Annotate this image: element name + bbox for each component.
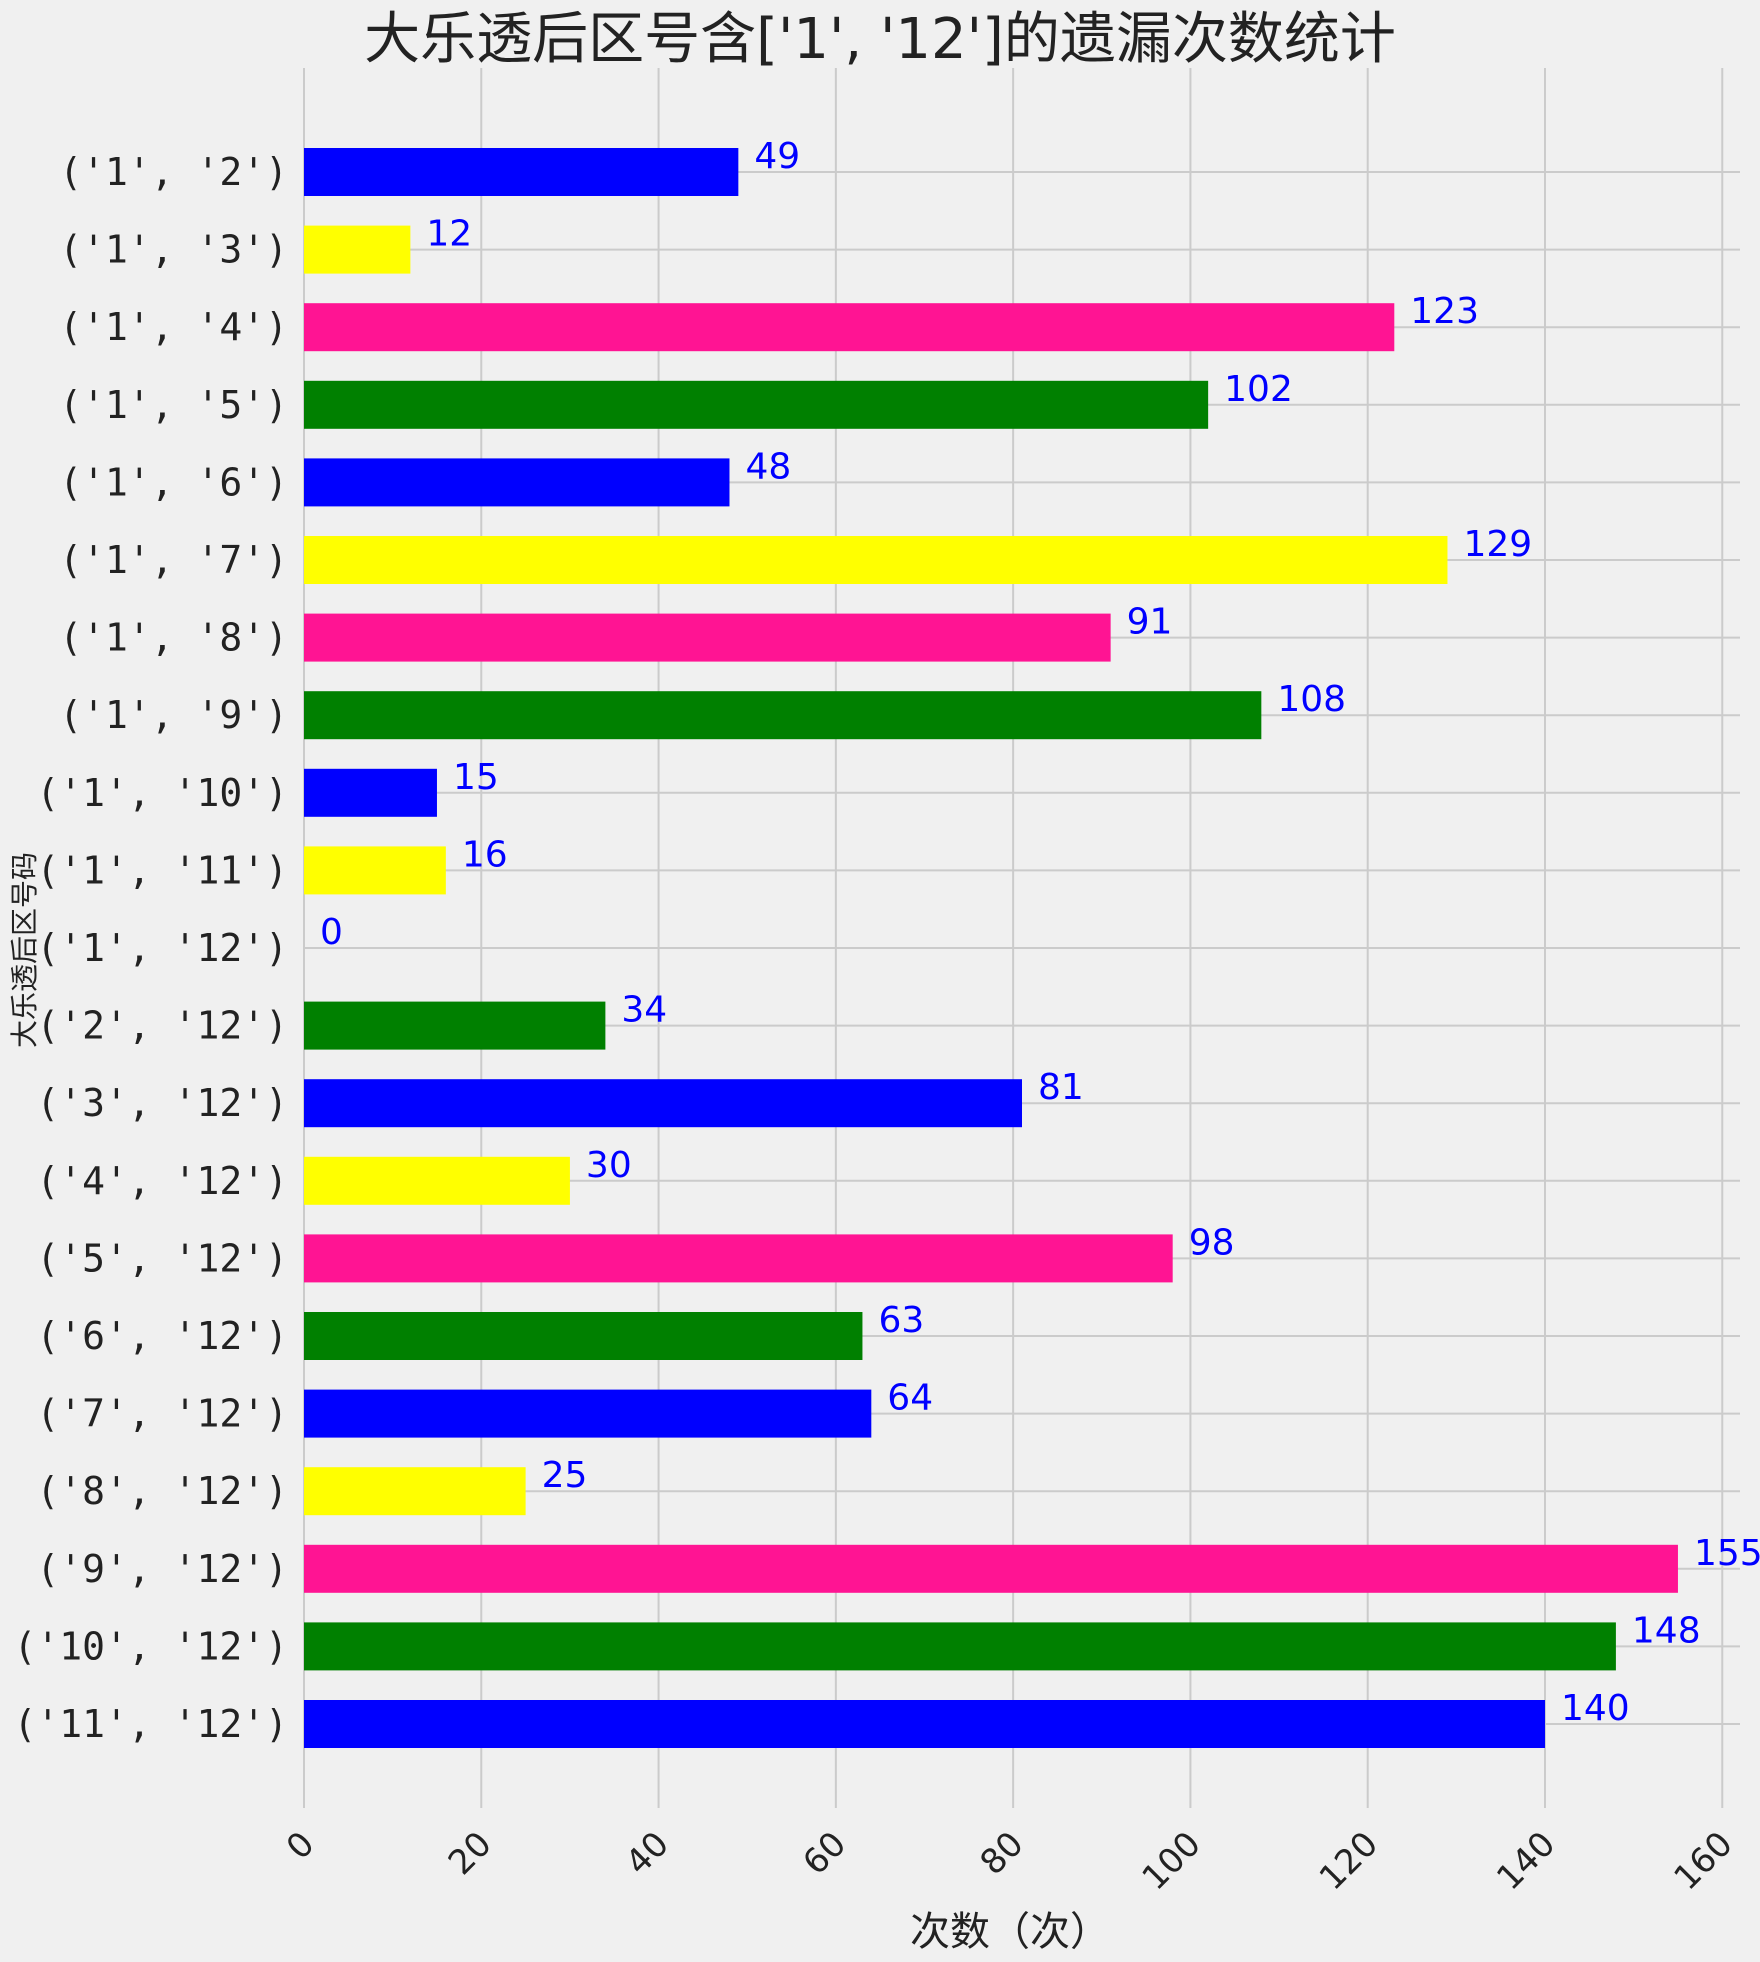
bar (304, 1156, 570, 1205)
value-label: 123 (1410, 291, 1479, 332)
bar (304, 225, 411, 274)
category-label: ('1', '4') (59, 305, 288, 349)
bar (304, 303, 1395, 352)
bar (304, 1622, 1616, 1671)
value-label: 102 (1224, 369, 1293, 410)
value-label: 0 (320, 912, 343, 953)
x-axis-label: 次数（次） (910, 1909, 1110, 1955)
category-label: ('1', '11') (36, 848, 288, 892)
category-label: ('1', '5') (59, 383, 288, 427)
category-label: ('11', '12') (13, 1702, 288, 1746)
value-label: 15 (453, 757, 499, 798)
category-label: ('1', '3') (59, 228, 288, 272)
category-label: ('4', '12') (36, 1159, 288, 1203)
bar (304, 1700, 1545, 1748)
bar (304, 536, 1448, 584)
value-label: 108 (1277, 679, 1346, 720)
value-label: 25 (542, 1455, 588, 1496)
value-label: 48 (745, 446, 791, 487)
bar (304, 380, 1209, 429)
value-label: 16 (462, 834, 508, 875)
bar (304, 148, 739, 196)
category-label: ('7', '12') (36, 1392, 288, 1436)
bar (304, 1312, 863, 1360)
category-label: ('5', '12') (36, 1236, 288, 1280)
bar (304, 1001, 606, 1050)
category-label: ('6', '12') (36, 1314, 288, 1358)
category-label: ('1', '8') (59, 616, 288, 660)
category-label: ('1', '7') (59, 538, 288, 582)
category-label: ('1', '9') (59, 693, 288, 737)
value-label: 30 (586, 1145, 632, 1186)
category-label: ('1', '10') (36, 771, 288, 815)
value-label: 12 (426, 214, 472, 255)
value-label: 91 (1127, 602, 1173, 643)
category-label: ('1', '2') (59, 150, 288, 194)
bar (304, 846, 446, 895)
category-labels: ('1', '2') ('1', '3') ('1', '4') ('1', '5')… (13, 150, 288, 1746)
bars (304, 148, 1678, 1748)
bar (304, 458, 730, 507)
value-label: 155 (1694, 1533, 1760, 1574)
bar (304, 613, 1111, 662)
category-label: ('10', '12') (13, 1624, 288, 1668)
value-label: 34 (621, 990, 667, 1031)
bar (304, 691, 1262, 740)
value-labels: 49 12 123 102 48 129 91 108 15 16 0 34 81 30 98 63 64 25 1… (320, 136, 1760, 1729)
bar (304, 768, 437, 817)
bar (304, 1544, 1678, 1593)
category-label: ('1', '12') (36, 926, 288, 970)
value-label: 49 (754, 136, 800, 177)
value-label: 64 (887, 1378, 933, 1419)
category-label: ('9', '12') (36, 1547, 288, 1591)
bar (304, 1079, 1022, 1128)
category-label: ('1', '6') (59, 460, 288, 504)
value-label: 140 (1561, 1688, 1630, 1729)
value-label: 98 (1189, 1222, 1235, 1263)
bar (304, 1389, 872, 1438)
value-label: 63 (878, 1300, 924, 1341)
y-axis-label: 大乐透后区号码 (8, 852, 41, 1048)
category-label: ('3', '12') (36, 1081, 288, 1125)
value-label: 148 (1632, 1610, 1701, 1651)
category-label: ('8', '12') (36, 1469, 288, 1513)
chart-title: 大乐透后区号含['1', '12']的遗漏次数统计 (364, 7, 1396, 72)
category-label: ('2', '12') (36, 1004, 288, 1048)
bar (304, 1234, 1173, 1283)
value-label: 81 (1038, 1067, 1084, 1108)
bar (304, 1467, 526, 1516)
value-label: 129 (1463, 524, 1532, 565)
